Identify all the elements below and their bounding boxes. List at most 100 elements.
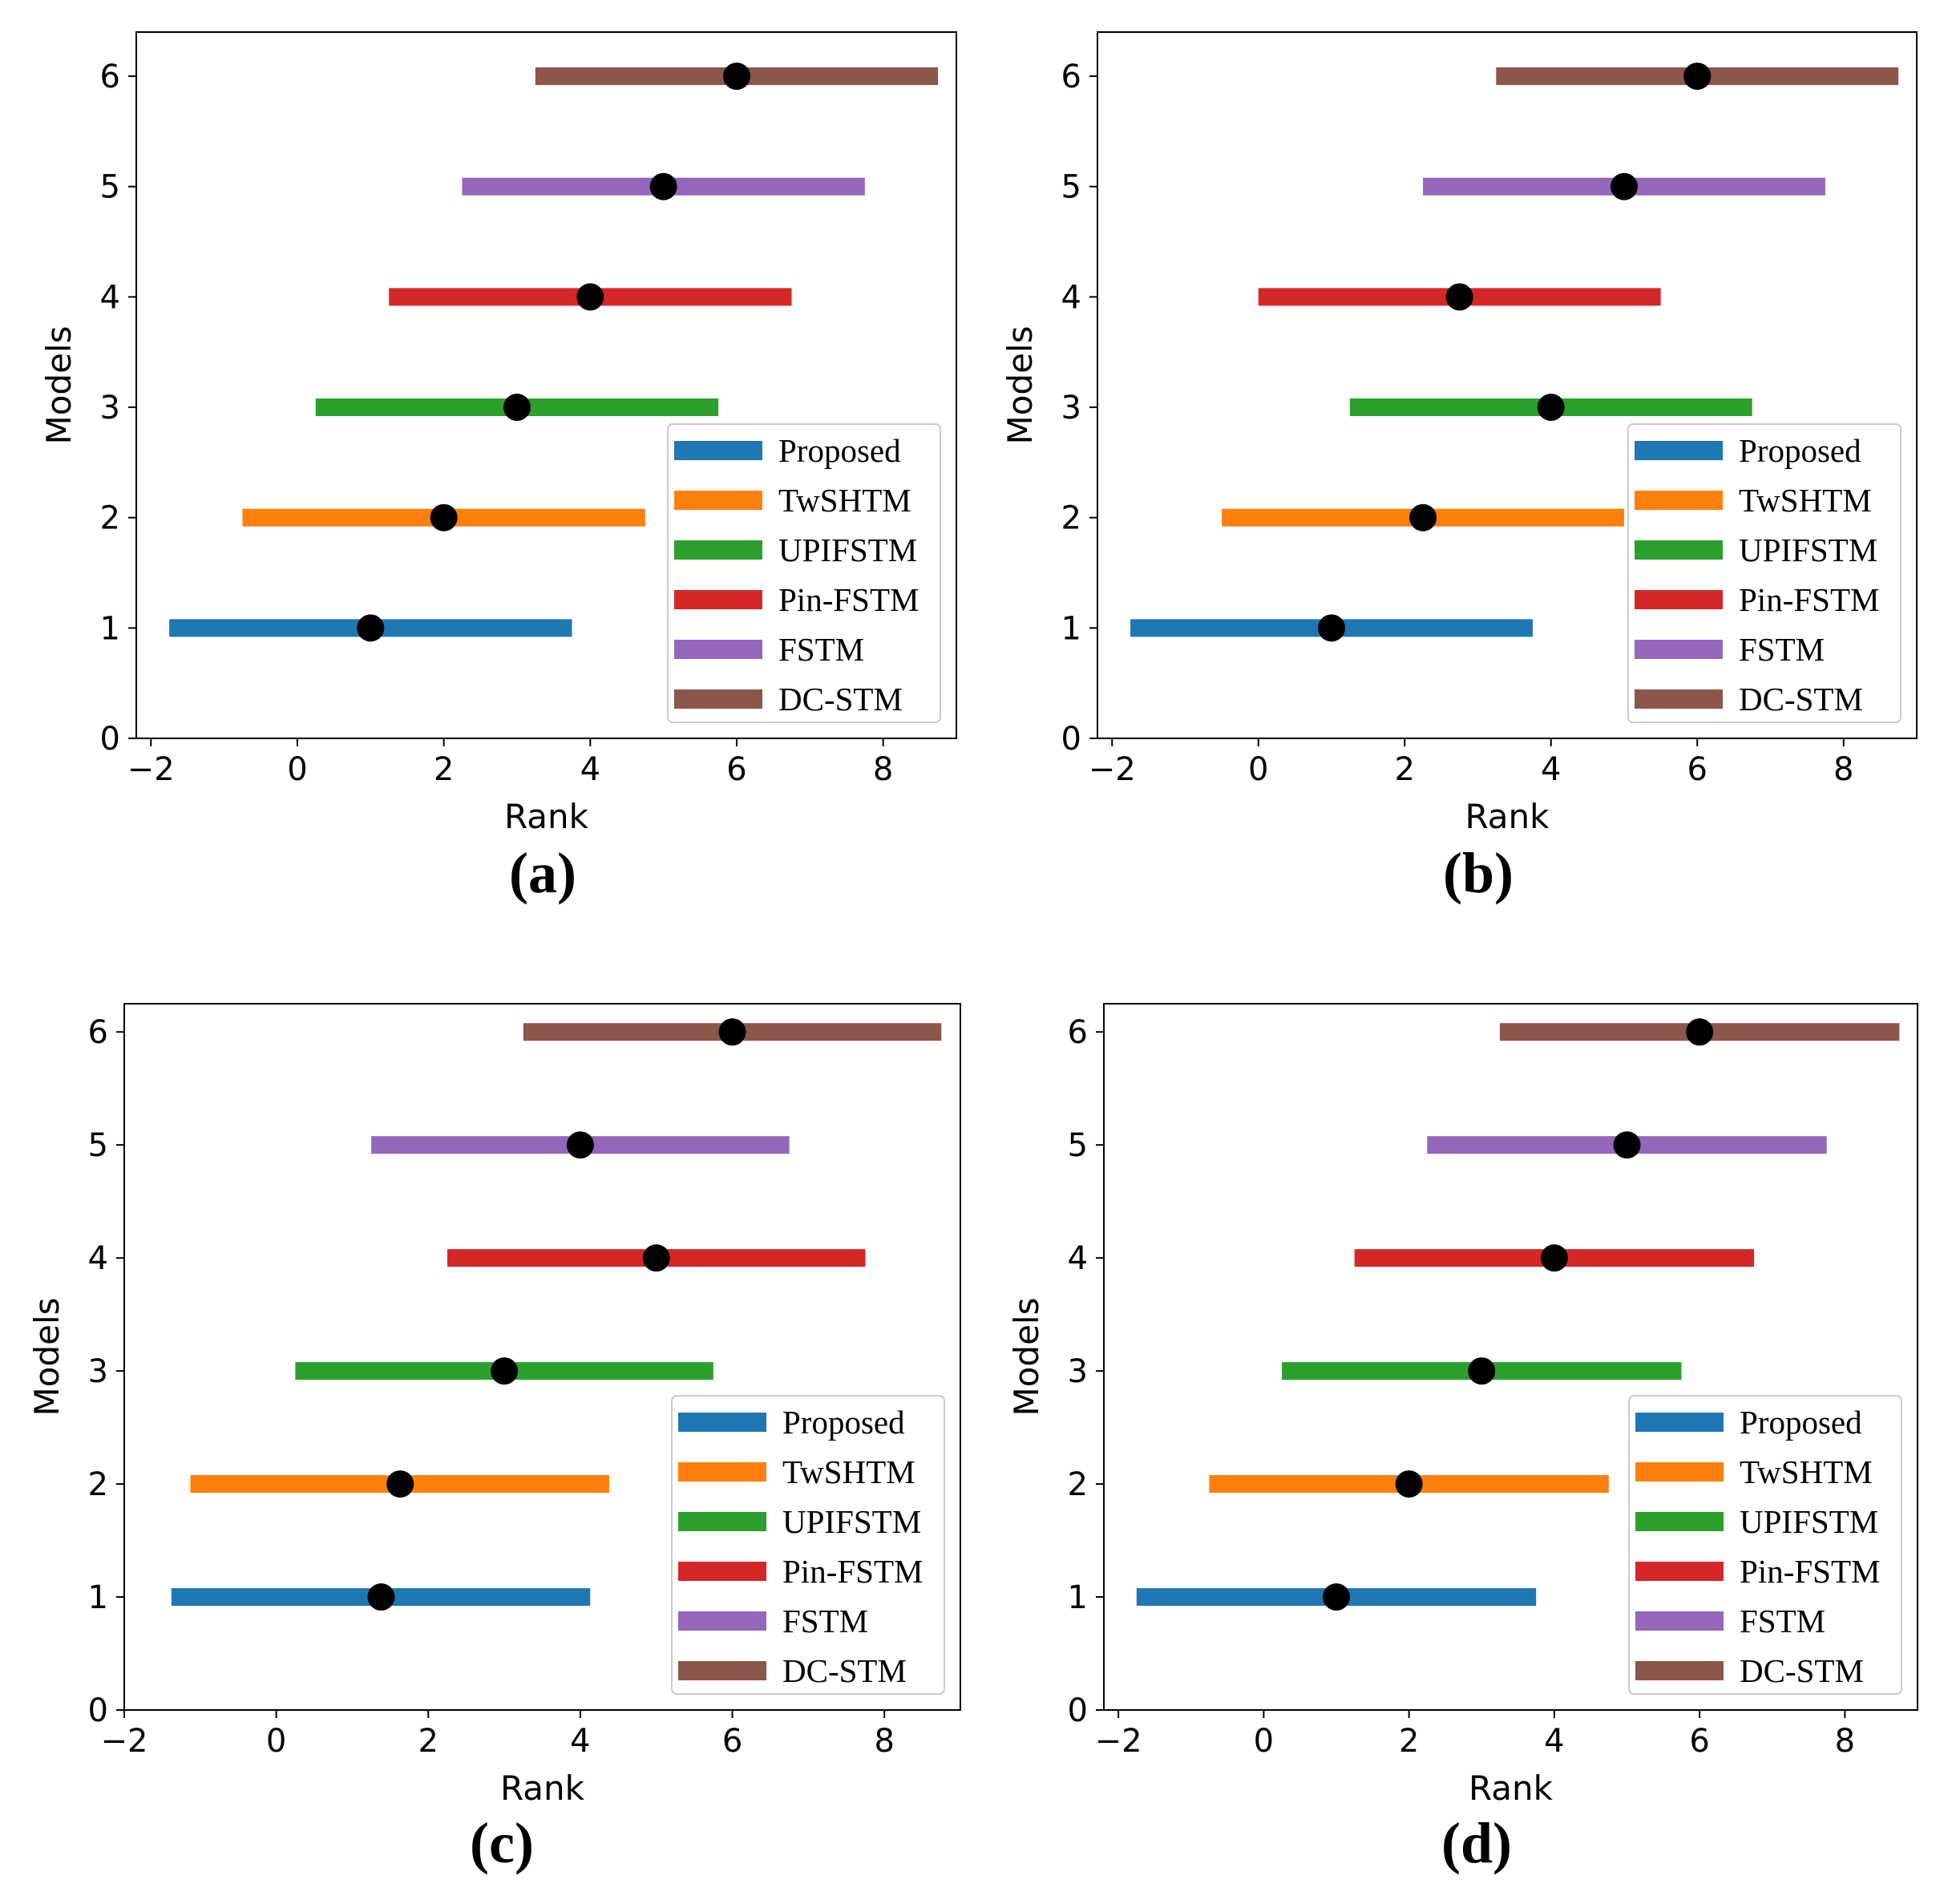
x-axis-label: Rank — [1469, 1769, 1554, 1808]
y-tick-label: 3 — [100, 390, 120, 426]
y-tick-label: 0 — [88, 1692, 108, 1729]
x-tick-label: 6 — [1687, 751, 1708, 788]
legend-swatch-proposed — [674, 441, 762, 460]
y-tick-label: 1 — [100, 610, 120, 647]
x-axis-label: Rank — [1465, 797, 1550, 836]
legend-swatch-dc-stm — [1635, 689, 1723, 709]
rank-marker-twshtm — [386, 1470, 414, 1498]
rank-marker-fstm — [649, 172, 677, 200]
x-tick-label: 4 — [1541, 751, 1561, 788]
x-axis-label: Rank — [500, 1769, 585, 1808]
legend-label-dc-stm: DC-STM — [1739, 681, 1863, 718]
y-tick-label: 2 — [100, 500, 120, 537]
y-tick-label: 4 — [88, 1240, 108, 1277]
rank-marker-fstm — [566, 1131, 594, 1159]
panel-label: (d) — [1441, 1811, 1512, 1875]
x-tick-label: 4 — [1544, 1723, 1564, 1760]
legend-swatch-dc-stm — [674, 689, 762, 709]
rank-marker-proposed — [1323, 1583, 1350, 1611]
legend-swatch-upifstm — [1635, 540, 1723, 560]
legend-swatch-pin-fstm — [674, 590, 762, 609]
rank-marker-proposed — [367, 1583, 395, 1611]
x-tick-label: 6 — [1689, 1723, 1709, 1760]
chart-panel-b: −2 0 2 4 6 80123456RankModelsProposedTwSHTMUP… — [1000, 31, 1918, 905]
legend: Proposed TwSHTM UPIFSTM Pin-FSTM FSTM DC-STM — [1628, 1395, 1902, 1695]
y-tick-label: 1 — [88, 1579, 108, 1616]
legend-label-fstm: FSTM — [778, 631, 864, 668]
rank-marker-upifstm — [491, 1357, 519, 1385]
x-tick-label: 0 — [287, 751, 307, 788]
x-tick-label: −2 — [1089, 751, 1136, 788]
x-tick-label: −2 — [1095, 1723, 1142, 1760]
legend-swatch-twshtm — [674, 491, 762, 510]
chart-panel-c: −2 0 2 4 6 80123456RankModelsProposedTwSHTMUP… — [27, 1003, 961, 1875]
x-tick-label: −2 — [101, 1723, 148, 1760]
y-tick-label: 1 — [1061, 610, 1081, 647]
y-tick-label: 6 — [100, 59, 120, 95]
legend-label-proposed: Proposed — [1739, 432, 1861, 469]
legend-label-upifstm: UPIFSTM — [1739, 532, 1877, 568]
y-axis-label: Models — [39, 326, 79, 445]
legend-label-fstm: FSTM — [1739, 631, 1825, 668]
plot-frame — [1097, 31, 1918, 739]
legend: Proposed TwSHTM UPIFSTM Pin-FSTM FSTM DC-STM — [667, 423, 941, 723]
legend: Proposed TwSHTM UPIFSTM Pin-FSTM FSTM DC-STM — [1627, 423, 1902, 723]
legend-label-dc-stm: DC-STM — [782, 1652, 907, 1689]
x-tick-label: 2 — [1399, 1723, 1419, 1760]
legend-swatch-fstm — [674, 640, 762, 659]
rank-marker-upifstm — [1537, 394, 1565, 422]
x-tick-label: 0 — [1254, 1723, 1274, 1760]
x-tick-label: 8 — [874, 1723, 894, 1760]
rank-marker-twshtm — [430, 503, 458, 532]
legend-swatch-upifstm — [1635, 1512, 1724, 1531]
rank-marker-twshtm — [1395, 1470, 1423, 1498]
legend-swatch-proposed — [678, 1413, 766, 1432]
y-tick-label: 4 — [1061, 279, 1081, 316]
y-tick-label: 0 — [100, 721, 120, 758]
y-tick-label: 2 — [1068, 1466, 1088, 1503]
x-tick-label: 8 — [1833, 751, 1853, 788]
x-tick-label: 6 — [722, 1723, 742, 1760]
y-tick-label: 4 — [100, 279, 120, 316]
chart-panel-d: −2 0 2 4 6 80123456RankModelsProposedTwSHTMUP… — [1007, 1003, 1918, 1875]
rank-marker-fstm — [1613, 1131, 1641, 1159]
y-axis-label: Models — [27, 1298, 67, 1417]
chart-panel-a: −2 0 2 4 6 80123456RankModelsProposedTwSHTMUP… — [39, 31, 957, 905]
legend-swatch-twshtm — [1635, 1462, 1724, 1482]
x-tick-label: 0 — [266, 1723, 286, 1760]
rank-marker-dc-stm — [722, 63, 750, 91]
y-tick-label: 0 — [1068, 1692, 1088, 1729]
y-tick-label: 0 — [1061, 721, 1081, 758]
legend-swatch-proposed — [1635, 441, 1723, 460]
legend-swatch-dc-stm — [678, 1661, 766, 1680]
legend-label-twshtm: TwSHTM — [778, 482, 911, 519]
y-tick-label: 2 — [88, 1466, 108, 1503]
legend-label-proposed: Proposed — [1740, 1404, 1862, 1441]
x-tick-label: 6 — [726, 751, 746, 788]
y-axis-label: Models — [1000, 326, 1040, 445]
rank-marker-fstm — [1611, 172, 1638, 200]
panel-label: (a) — [509, 841, 576, 905]
legend-label-twshtm: TwSHTM — [782, 1453, 915, 1490]
x-tick-label: 4 — [580, 751, 600, 788]
y-tick-label: 5 — [1061, 169, 1081, 206]
legend-swatch-upifstm — [674, 540, 762, 560]
y-tick-label: 3 — [1061, 390, 1081, 426]
rank-marker-dc-stm — [1683, 63, 1712, 91]
x-tick-label: 4 — [570, 1723, 590, 1760]
y-tick-label: 3 — [1068, 1353, 1088, 1390]
x-tick-label: 8 — [873, 751, 893, 788]
legend-label-dc-stm: DC-STM — [778, 681, 903, 718]
plot-frame — [123, 1003, 961, 1711]
legend-swatch-fstm — [678, 1611, 766, 1631]
rank-marker-pin-fstm — [576, 283, 604, 311]
legend-label-pin-fstm: Pin-FSTM — [778, 581, 919, 618]
legend-label-twshtm: TwSHTM — [1740, 1453, 1873, 1490]
panel-label: (b) — [1443, 841, 1514, 905]
rank-marker-proposed — [1318, 614, 1345, 642]
legend-swatch-upifstm — [678, 1512, 766, 1531]
rank-marker-proposed — [357, 614, 385, 642]
legend-swatch-pin-fstm — [1635, 1562, 1724, 1581]
x-tick-label: 2 — [418, 1723, 439, 1760]
